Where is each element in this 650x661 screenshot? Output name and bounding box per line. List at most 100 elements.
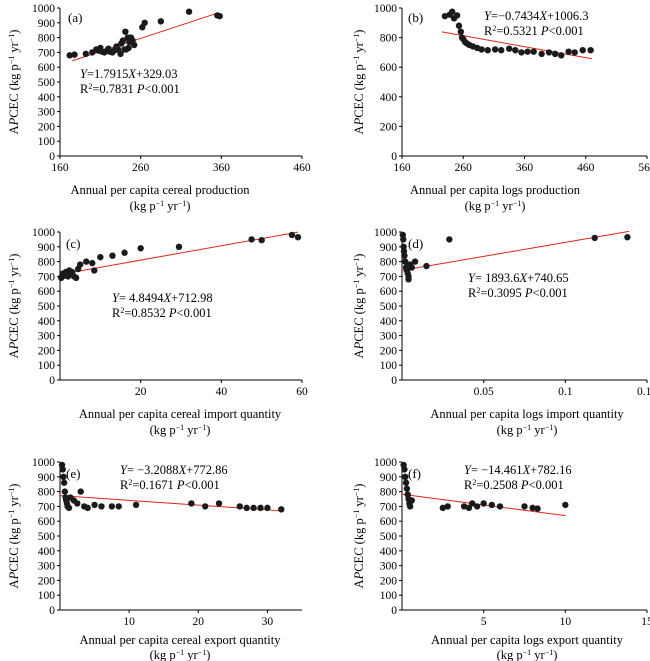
x-axis-label: Annual per capita cereal export quantity [80, 633, 282, 647]
y-tick-label: 0 [49, 151, 55, 163]
y-tick-label: 600 [380, 516, 398, 528]
data-point [411, 258, 419, 265]
data-point [441, 12, 449, 20]
data-point [288, 231, 296, 239]
data-point [294, 233, 302, 241]
y-axis-label: APCEC (kg p−1 yr−1) [352, 484, 367, 589]
x-axis-label: Annual per capita cereal import quantity [79, 407, 282, 421]
data-point [460, 503, 468, 510]
y-tick-label: 300 [38, 107, 56, 119]
y-tick-label: 700 [38, 501, 56, 513]
data-point [491, 46, 499, 53]
data-point [108, 503, 116, 510]
data-point [109, 252, 116, 259]
y-tick-label: 100 [38, 590, 56, 602]
x-tick-label: 360 [213, 162, 231, 174]
data-point [545, 49, 553, 56]
y-tick-label: 500 [38, 77, 56, 89]
y-tick-label: 300 [380, 561, 398, 573]
data-point [478, 46, 485, 53]
data-point [587, 46, 594, 54]
x-tick-label: 10 [560, 616, 572, 628]
data-point [571, 49, 578, 56]
data-point [202, 503, 209, 510]
y-tick-label: 1000 [374, 227, 397, 239]
y-tick-label: 0 [391, 605, 397, 617]
data-point [498, 46, 505, 54]
data-point [551, 50, 559, 58]
y-tick-label: 900 [38, 242, 56, 254]
data-point [216, 12, 223, 20]
data-point [74, 500, 81, 507]
regression-equation: Y= 1893.6X+740.65 [468, 271, 569, 285]
y-tick-label: 1000 [32, 457, 55, 469]
x-axis-label: Annual per capita logs import quantity [430, 407, 624, 421]
data-point [518, 49, 525, 56]
y-tick-label: 700 [38, 47, 56, 59]
data-point [141, 19, 148, 26]
data-point [524, 48, 531, 55]
data-point [455, 22, 463, 29]
y-axis-label: APCEC (kg p−1 yr−1) [7, 30, 22, 135]
data-point [512, 46, 519, 54]
x-tick-label: 0.15 [637, 386, 650, 398]
y-tick-label: 0 [49, 375, 55, 387]
data-point [91, 267, 98, 274]
data-point [530, 48, 537, 55]
x-axis-unit: (kg p−1 yr−1) [150, 423, 211, 438]
panel-label: (a) [68, 10, 82, 25]
y-tick-label: 100 [38, 136, 56, 148]
data-point [408, 264, 415, 271]
data-point [72, 274, 80, 282]
data-point [248, 236, 255, 243]
panel-e: 0 100 200 300 400 500 600 700 800 900 1000 10 20 30 (e… [7, 457, 302, 661]
data-point [439, 504, 447, 512]
data-point [624, 233, 631, 241]
data-point [157, 18, 165, 25]
y-tick-label: 400 [38, 316, 56, 328]
y-tick-label: 600 [38, 516, 56, 528]
data-point [558, 52, 565, 59]
data-point [473, 503, 481, 510]
y-tick-label: 100 [38, 360, 56, 372]
x-axis-unit: (kg p−1 yr−1) [130, 199, 191, 214]
y-tick-label: 800 [380, 257, 398, 269]
data-point [60, 479, 68, 486]
y-tick-label: 900 [38, 18, 56, 30]
panel-label: (e) [66, 466, 80, 481]
x-tick-label: 260 [132, 162, 150, 174]
data-point [71, 51, 78, 58]
data-point [402, 473, 409, 480]
data-point [449, 8, 456, 15]
y-tick-label: 400 [380, 92, 398, 104]
y-tick-label: 0 [49, 605, 55, 617]
y-tick-label: 800 [38, 487, 56, 499]
x-tick-label: 10 [123, 616, 135, 628]
x-tick-label: 560 [638, 162, 650, 174]
regression-stats: R2=0.5321 P<0.001 [484, 24, 584, 39]
data-point [121, 249, 128, 256]
data-point [77, 488, 84, 495]
x-tick-label: 460 [577, 162, 595, 174]
data-point [562, 501, 569, 509]
regression-equation: Y= 4.8494X+712.98 [112, 291, 213, 305]
y-tick-label: 0 [391, 375, 397, 387]
regression-equation: Y=1.7915X+329.03 [80, 67, 177, 81]
y-tick-label: 600 [380, 286, 398, 298]
y-tick-label: 200 [38, 345, 56, 357]
data-point [188, 500, 195, 507]
data-point [446, 236, 453, 243]
data-point [83, 258, 90, 265]
data-point [444, 503, 451, 510]
data-point [175, 243, 183, 250]
data-point [257, 504, 264, 512]
y-tick-label: 800 [38, 33, 56, 45]
x-axis-unit: (kg p−1 yr−1) [497, 423, 558, 438]
data-point [402, 258, 409, 265]
data-point [453, 12, 461, 19]
y-tick-label: 100 [380, 590, 398, 602]
y-tick-label: 1000 [32, 227, 55, 239]
panel-a: 0 100 200 300 400 500 600 700 800 900 1000 160 260 36… [7, 3, 311, 213]
data-point [65, 504, 73, 512]
data-point [579, 46, 586, 54]
